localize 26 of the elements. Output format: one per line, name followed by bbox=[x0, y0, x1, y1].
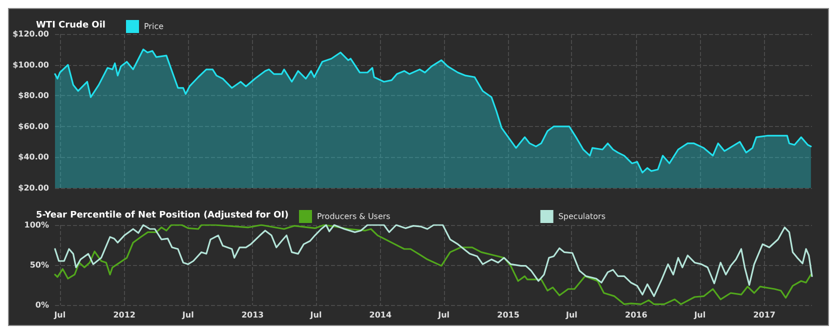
x-tick-label: 2014 bbox=[369, 310, 392, 320]
x-tick-label: Jul bbox=[693, 310, 706, 320]
legend-label: Price bbox=[144, 22, 164, 31]
x-tick-label: 2016 bbox=[625, 310, 648, 320]
y-tick-label: 0% bbox=[35, 300, 49, 310]
x-tick-label: 2015 bbox=[497, 310, 520, 320]
x-tick-label: 2013 bbox=[241, 310, 264, 320]
legend-label: Speculators bbox=[558, 212, 606, 221]
y-tick-label: $60.00 bbox=[18, 122, 50, 131]
x-tick-label: 2012 bbox=[113, 310, 136, 320]
y-tick-label: 100% bbox=[24, 220, 49, 230]
y-tick-label: $120.00 bbox=[12, 30, 50, 38]
x-tick-label: Jul bbox=[309, 310, 322, 320]
y-tick-label: $40.00 bbox=[18, 152, 50, 162]
x-tick-label: Jul bbox=[564, 310, 578, 320]
chart-title: WTI Crude Oil bbox=[36, 20, 106, 30]
x-tick-label: Jul bbox=[53, 310, 66, 320]
x-tick-label: Jul bbox=[437, 310, 450, 320]
x-tick-label: 2017 bbox=[753, 310, 776, 320]
y-tick-label: 50% bbox=[30, 260, 49, 270]
legend-label: Producers & Users bbox=[317, 212, 390, 221]
y-tick-label: $20.00 bbox=[18, 184, 50, 192]
y-tick-label: $100.00 bbox=[12, 60, 50, 70]
y-tick-label: $80.00 bbox=[18, 91, 50, 100]
x-tick-label: Jul bbox=[181, 310, 194, 320]
chart-title: 5-Year Percentile of Net Position (Adjusted for OI) bbox=[36, 210, 289, 220]
